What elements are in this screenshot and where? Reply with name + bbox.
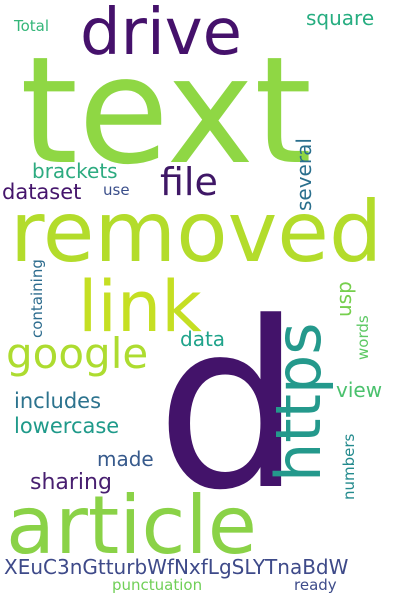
word-d: d — [156, 274, 302, 541]
word-dataset: dataset — [2, 180, 82, 204]
word-text: text — [20, 25, 313, 197]
word-long-token: XEuC3nGtturbWfNxfLgSLYTnaBdW — [4, 555, 349, 579]
word-containing: containing — [28, 259, 46, 338]
word-includes: includes — [14, 389, 102, 413]
word-view: view — [336, 378, 383, 402]
word-square: square — [306, 6, 375, 30]
word-lowercase: lowercase — [14, 414, 120, 438]
word-article: article — [6, 479, 257, 572]
word-ready: ready — [294, 576, 337, 594]
word-total: Total — [14, 17, 50, 35]
word-link: link — [78, 266, 202, 348]
word-numbers: numbers — [340, 433, 358, 500]
word-sharing: sharing — [30, 470, 112, 495]
word-data: data — [180, 327, 226, 351]
word-https: https — [262, 322, 335, 482]
word-removed: removed — [10, 183, 383, 281]
word-usp: usp — [332, 281, 356, 317]
word-made: made — [97, 447, 154, 471]
word-file: file — [160, 160, 218, 204]
word-words: words — [354, 315, 372, 360]
word-drive: drive — [80, 0, 242, 70]
word-punctuation: punctuation — [112, 576, 203, 594]
word-use: use — [103, 181, 130, 199]
word-google: google — [6, 329, 149, 378]
word-several: several — [292, 138, 316, 211]
word-brackets: brackets — [32, 159, 118, 183]
